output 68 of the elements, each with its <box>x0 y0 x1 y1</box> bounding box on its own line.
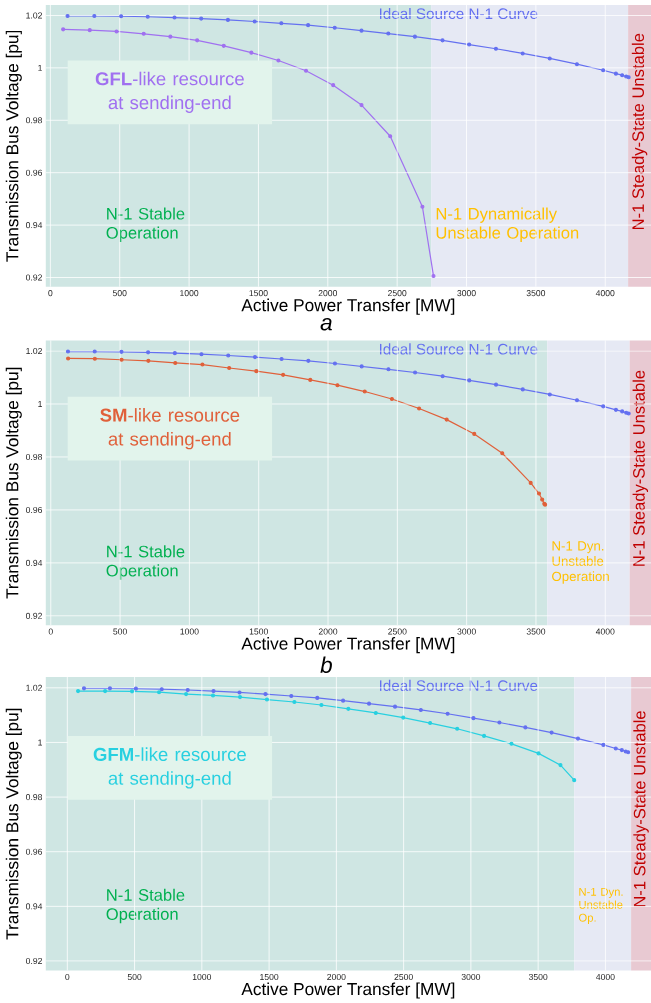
y-tick-label: 1.02 <box>26 12 42 19</box>
x-axis-title: Active Power Transfer [MW] <box>241 298 454 315</box>
text: a <box>320 318 332 331</box>
x-tick-label: 2500 <box>394 973 413 981</box>
y-tick-label: 0.94 <box>25 222 42 229</box>
text: GFM-like resource at sending-end <box>93 747 246 789</box>
x-tick-label: 3000 <box>461 973 480 981</box>
x-tick-label: 500 <box>112 290 127 297</box>
series-label: GFL-like resource at sending-end <box>95 71 244 113</box>
y-tick-label: 0.96 <box>25 169 42 176</box>
band-label: N-1 Dyn. Unstable Op. <box>578 887 623 924</box>
text: SM-like resource at sending-end <box>99 408 240 450</box>
x-tick-label: 3500 <box>528 973 548 981</box>
x-tick-label: 500 <box>113 628 127 635</box>
y-tick-label: 1.02 <box>26 347 42 355</box>
x-tick-label: 1000 <box>192 973 211 981</box>
band-label: N-1 Stable Operation <box>106 545 185 580</box>
y-tick-label: 1 <box>38 64 42 71</box>
x-tick-label: 0 <box>65 973 70 981</box>
x-tick-label: 2000 <box>318 290 337 297</box>
series-label: Ideal Source N-1 Curve <box>379 343 538 355</box>
x-tick-label: 1000 <box>179 290 199 297</box>
y-axis-title: Transmission Bus Voltage [pu] <box>5 708 22 940</box>
x-tick-label: 1000 <box>180 628 199 635</box>
band-label: N-1 Steady-State Unstable <box>631 33 648 230</box>
y-tick-label: 0.98 <box>25 453 42 461</box>
x-tick-label: 1500 <box>259 973 279 981</box>
y-tick-label: 0.98 <box>25 117 42 124</box>
y-tick-label: 0.94 <box>25 903 42 910</box>
y-tick-label: 0.96 <box>25 506 42 513</box>
y-tick-label: 0.92 <box>25 612 42 619</box>
band-label: N-1 Dyn. Unstable Operation <box>551 541 609 584</box>
band-label: N-1 Dynamically Unstable Operation <box>436 207 578 242</box>
y-axis-title: Transmission Bus Voltage [pu] <box>5 367 22 599</box>
x-axis-title: Active Power Transfer [MW] <box>241 637 454 654</box>
x-tick-label: 0 <box>48 628 53 635</box>
band-label: N-1 Stable Operation <box>106 207 185 242</box>
x-tick-label: 1500 <box>249 628 268 635</box>
x-axis-title: Active Power Transfer [MW] <box>241 982 455 999</box>
x-tick-label: 2500 <box>387 628 407 635</box>
x-tick-label: 4000 <box>595 290 615 297</box>
y-axis-title: Transmission Bus Voltage [pu] <box>5 30 22 262</box>
y-tick-label: 0.92 <box>25 274 42 281</box>
series-label: Ideal Source N-1 Curve <box>379 7 538 20</box>
x-tick-label: 2000 <box>327 973 346 981</box>
x-tick-label: 2000 <box>318 628 338 635</box>
x-tick-label: 4000 <box>595 628 615 635</box>
x-tick-label: 3000 <box>457 290 476 297</box>
x-tick-label: 500 <box>127 973 142 981</box>
band-label: N-1 Steady-State Unstable <box>632 370 648 566</box>
x-tick-label: 0 <box>48 290 53 297</box>
y-tick-label: 0.98 <box>25 794 42 801</box>
series-label: Ideal Source N-1 Curve <box>379 679 538 692</box>
band-label: N-1 Steady-State Unstable <box>633 711 649 907</box>
y-tick-label: 1 <box>38 739 42 746</box>
y-tick-label: 1.02 <box>26 684 42 691</box>
x-tick-label: 4000 <box>595 973 615 981</box>
x-tick-label: 3500 <box>526 628 545 635</box>
y-tick-label: 0.96 <box>25 848 42 855</box>
x-tick-label: 3500 <box>526 290 545 297</box>
band-label: N-1 Stable Operation <box>106 888 185 924</box>
y-tick-label: 0.92 <box>25 957 42 965</box>
x-tick-label: 2500 <box>387 290 407 297</box>
y-tick-label: 1 <box>38 401 42 407</box>
text: b <box>320 656 332 674</box>
y-tick-label: 0.94 <box>25 559 42 566</box>
x-tick-label: 1500 <box>249 290 268 297</box>
x-tick-label: 3000 <box>457 628 476 635</box>
